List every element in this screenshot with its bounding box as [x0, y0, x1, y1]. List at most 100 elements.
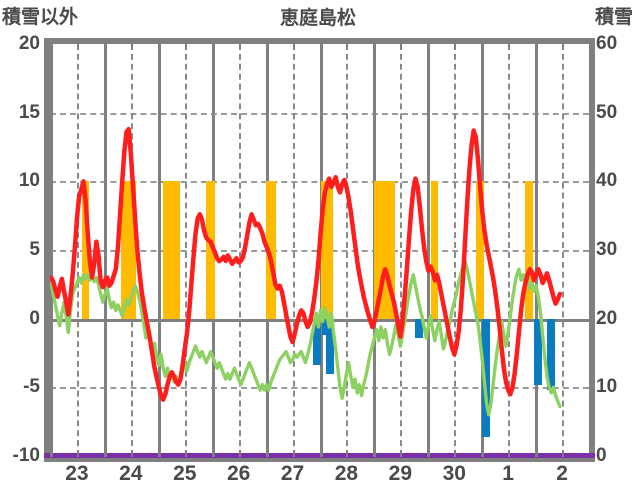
axis-tickmark	[157, 43, 161, 51]
axis-tickmark	[130, 43, 133, 50]
dewpoint-line	[49, 259, 562, 417]
right-tick-label: 0	[596, 445, 607, 466]
left-tick-label: -5	[23, 376, 40, 398]
snow-bar	[265, 181, 277, 319]
right-tick-label: 40	[596, 170, 618, 192]
precipitation-bar	[534, 318, 543, 385]
gridline-midday	[508, 44, 511, 456]
gridline-midday	[292, 44, 295, 456]
axis-tickmark	[157, 449, 161, 457]
chart-title: 恵庭島松	[279, 8, 356, 29]
axis-tickmark	[211, 449, 215, 457]
x-tick-label: 29	[388, 462, 413, 485]
right-tick-label: 20	[596, 307, 618, 329]
axis-tickmark	[427, 449, 431, 457]
axis-tickmark	[103, 43, 107, 51]
x-tick-label: 1	[502, 462, 514, 485]
axis-tickmark	[184, 450, 187, 457]
right-tick-label: 30	[596, 239, 618, 260]
snow-bar	[82, 181, 89, 319]
axis-tickmark	[319, 449, 323, 457]
precipitation-bar	[321, 318, 330, 336]
left-tick-label: 0	[29, 307, 40, 329]
axis-tickmark	[76, 450, 79, 457]
gridline-day-boundary	[427, 44, 431, 456]
x-tick-label: 30	[442, 462, 466, 485]
right-axis-title: 積雪	[594, 7, 633, 28]
left-tick-label: 10	[18, 170, 40, 192]
axis-tickmark	[238, 450, 241, 457]
axis-tickmark	[319, 43, 323, 51]
axis-tickmark	[346, 450, 349, 457]
gridline-day-boundary	[103, 44, 107, 456]
x-tick-label: 23	[65, 462, 89, 485]
axis-tickmark	[562, 450, 565, 457]
axis-tickmark	[508, 43, 511, 50]
right-tick-label: 10	[596, 376, 618, 398]
axis-tickmark	[373, 43, 377, 51]
axis-tickmark	[454, 450, 457, 457]
series-layer	[48, 126, 563, 417]
gridline-day-boundary	[50, 44, 53, 456]
gridline-midday	[184, 44, 187, 456]
axis-tickmark	[130, 450, 133, 457]
x-tick-label: 25	[173, 462, 197, 485]
precipitation-bar	[547, 318, 556, 391]
temperature-line	[48, 126, 563, 402]
axis-tickmark	[481, 43, 485, 51]
x-tick-label: 24	[119, 462, 143, 485]
left-tick-label: 20	[18, 33, 40, 54]
gridline-midday	[400, 44, 403, 456]
snow-bar	[430, 181, 439, 319]
axis-tickmark	[454, 43, 457, 50]
gridline-day-boundary	[535, 44, 539, 456]
axis-tickmark	[238, 43, 241, 50]
axis-tickmark	[400, 43, 403, 50]
left-tick-label: 15	[18, 101, 40, 123]
axis-tickmark	[400, 450, 403, 457]
snow-bar	[121, 181, 137, 319]
snow-bar	[163, 181, 181, 319]
gridline-midday	[562, 44, 565, 456]
axis-tickmark	[103, 449, 107, 457]
x-tick-label: 2	[556, 462, 568, 485]
snow-bar	[475, 181, 485, 319]
axis-tickmark	[292, 450, 295, 457]
axis-tickmark	[292, 43, 295, 50]
right-tick-label: 50	[596, 101, 618, 123]
x-tick-label: 27	[280, 462, 305, 485]
axis-tickmark	[50, 449, 53, 457]
left-tick-label: -10	[12, 445, 40, 466]
precipitation-bar	[326, 318, 335, 374]
plot-area	[48, 44, 589, 456]
axis-tickmark	[481, 449, 485, 457]
axis-tickmark	[76, 43, 79, 50]
gridline-midday	[238, 44, 241, 456]
left-axis-title: 積雪以外	[2, 7, 79, 28]
axis-tickmark	[50, 43, 53, 51]
left-tick-label: 5	[29, 239, 40, 260]
axis-tickmark	[535, 43, 539, 51]
gridline-day-boundary	[157, 44, 161, 456]
axis-tickmark	[265, 449, 269, 457]
gridline-midday	[346, 44, 349, 456]
right-tick-label: 60	[596, 33, 618, 54]
precipitation-bar	[414, 318, 423, 338]
snow-bar	[206, 181, 215, 319]
gridline-midday	[76, 44, 79, 456]
axis-tickmark	[427, 43, 431, 51]
axis-tickmark	[535, 449, 539, 457]
snow-bar	[525, 181, 533, 319]
axis-tickmark	[373, 449, 377, 457]
gridline-midday	[454, 44, 457, 456]
axis-tickmark	[211, 43, 215, 51]
axis-tickmark	[184, 43, 187, 50]
x-tick-label: 28	[334, 462, 359, 485]
axis-tickmark	[265, 43, 269, 51]
precipitation-bar	[313, 318, 322, 366]
x-tick-label: 26	[226, 462, 251, 485]
axis-tickmark	[562, 43, 565, 50]
axis-tickmark	[508, 450, 511, 457]
axis-tickmark	[346, 43, 349, 50]
